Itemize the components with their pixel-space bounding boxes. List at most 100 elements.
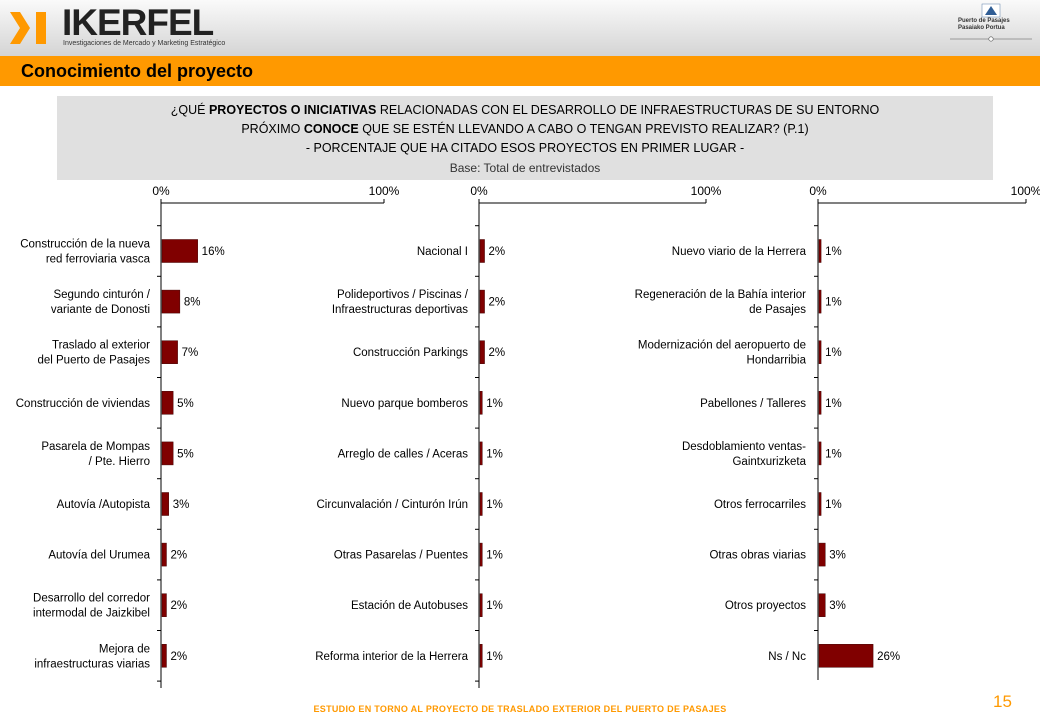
data-label: 7% (182, 347, 199, 359)
question-emphasis: PROYECTOS O INICIATIVAS (208, 103, 377, 117)
data-label: 1% (486, 600, 503, 612)
bar (479, 492, 483, 516)
data-label: 3% (173, 499, 190, 511)
category-label: Pabellones / Talleres (700, 398, 806, 410)
data-label: 1% (486, 550, 503, 562)
category-label: infraestructuras viarias (34, 658, 150, 670)
page-title: Conocimiento del proyecto (21, 61, 254, 81)
category-label: de Pasajes (749, 304, 806, 316)
bar (818, 391, 822, 415)
port-logo-icon (950, 3, 1032, 42)
category-label: Autovía del Urumea (48, 550, 150, 562)
question-line-1: ¿QUÉ PROYECTOS O INICIATIVAS RELACIONADA… (57, 103, 993, 117)
category-label: Nuevo parque bomberos (341, 398, 468, 410)
category-label: Ns / Nc (768, 651, 806, 663)
category-label: Polideportivos / Piscinas / (337, 289, 469, 301)
category-label: Gaintxurizketa (732, 456, 806, 468)
question-text: RELACIONADAS CON EL DESARROLLO DE INFRAE… (376, 103, 880, 117)
category-label: Autovía /Autopista (57, 499, 151, 511)
bar (479, 391, 483, 415)
tick-label: 0% (470, 184, 488, 198)
page-number: 15 (993, 692, 1012, 711)
bar (479, 441, 483, 466)
category-label: Construcción de la nueva (20, 239, 150, 251)
category-label: intermodal de Jaizkibel (33, 608, 150, 620)
logo-text: IKERFEL (62, 2, 214, 43)
footer-text: ESTUDIO EN TORNO AL PROYECTO DE TRASLADO… (313, 704, 727, 714)
data-label: 3% (829, 600, 846, 612)
data-label: 26% (877, 651, 900, 663)
tick-label: 0% (809, 184, 827, 198)
category-label: Infraestructuras deportivas (332, 304, 468, 316)
bar (818, 593, 826, 617)
data-label: 5% (177, 398, 194, 410)
bar (479, 239, 485, 263)
bar (818, 542, 826, 567)
bar (479, 593, 483, 617)
data-label: 1% (486, 448, 503, 460)
data-label: 2% (489, 347, 506, 359)
bar (818, 441, 822, 466)
data-label: 1% (825, 246, 842, 258)
port-logo-line1: Puerto de Pasajes (958, 18, 1010, 24)
category-label: Circunvalación / Cinturón Irún (317, 499, 469, 511)
data-label: 2% (170, 651, 187, 663)
category-label: Segundo cinturón / (53, 289, 150, 301)
bar (161, 542, 167, 567)
data-label: 2% (170, 550, 187, 562)
bar (161, 644, 167, 668)
bar (818, 644, 874, 668)
header: IKERFEL Investigaciones de Mercado y Mar… (0, 0, 1040, 56)
category-label: del Puerto de Pasajes (37, 355, 150, 367)
bar (479, 542, 483, 567)
question-text: QUE SE ESTÉN LLEVANDO A CABO O TENGAN PR… (358, 122, 809, 136)
category-label: Nacional I (417, 246, 468, 258)
tick-label: 100% (369, 184, 400, 198)
data-label: 16% (202, 246, 225, 258)
bar (479, 340, 485, 364)
ikerfel-logo-icon (10, 12, 46, 44)
bar (818, 340, 822, 364)
category-label: Arreglo de calles / Aceras (338, 448, 469, 460)
bar (161, 239, 198, 263)
category-label: variante de Donosti (51, 304, 150, 316)
data-label: 2% (489, 246, 506, 258)
data-label: 2% (170, 600, 187, 612)
bar (818, 239, 822, 263)
tick-label: 0% (152, 184, 170, 198)
category-label: Construcción Parkings (353, 347, 468, 359)
bar (161, 289, 181, 314)
data-label: 1% (825, 499, 842, 511)
category-label: Desdoblamiento ventas- (682, 441, 806, 453)
category-label: Otras Pasarelas / Puentes (334, 550, 468, 562)
category-label: Desarrollo del corredor (33, 593, 150, 605)
bar (479, 289, 485, 314)
bar (161, 593, 167, 617)
category-label: Pasarela de Mompas (41, 441, 150, 453)
data-label: 8% (184, 297, 201, 309)
tick-label: 100% (1011, 184, 1040, 198)
question-text: ¿QUÉ (170, 103, 209, 117)
bar (161, 492, 169, 516)
question-line-3: - PORCENTAJE QUE HA CITADO ESOS PROYECTO… (305, 141, 745, 155)
category-label: Nuevo viario de la Herrera (672, 246, 807, 258)
category-label: / Pte. Hierro (89, 456, 150, 468)
category-label: Traslado al exterior (52, 340, 150, 352)
data-label: 1% (486, 651, 503, 663)
category-label: Hondarribia (747, 355, 807, 367)
data-label: 1% (825, 297, 842, 309)
bar (818, 289, 822, 314)
question-emphasis: CONOCE (303, 122, 359, 136)
category-label: Otros proyectos (725, 600, 806, 612)
logo-tagline: Investigaciones de Mercado y Marketing E… (63, 40, 226, 47)
data-label: 1% (486, 499, 503, 511)
category-label: Mejora de (99, 643, 150, 655)
title-bar: Conocimiento del proyecto (0, 56, 1040, 86)
category-label: red ferroviaria vasca (46, 254, 151, 266)
data-label: 5% (177, 448, 194, 460)
data-label: 1% (486, 398, 503, 410)
bar (161, 340, 178, 364)
tick-label: 100% (691, 184, 722, 198)
question-line-2: PRÓXIMO CONOCE QUE SE ESTÉN LLEVANDO A C… (57, 122, 993, 136)
